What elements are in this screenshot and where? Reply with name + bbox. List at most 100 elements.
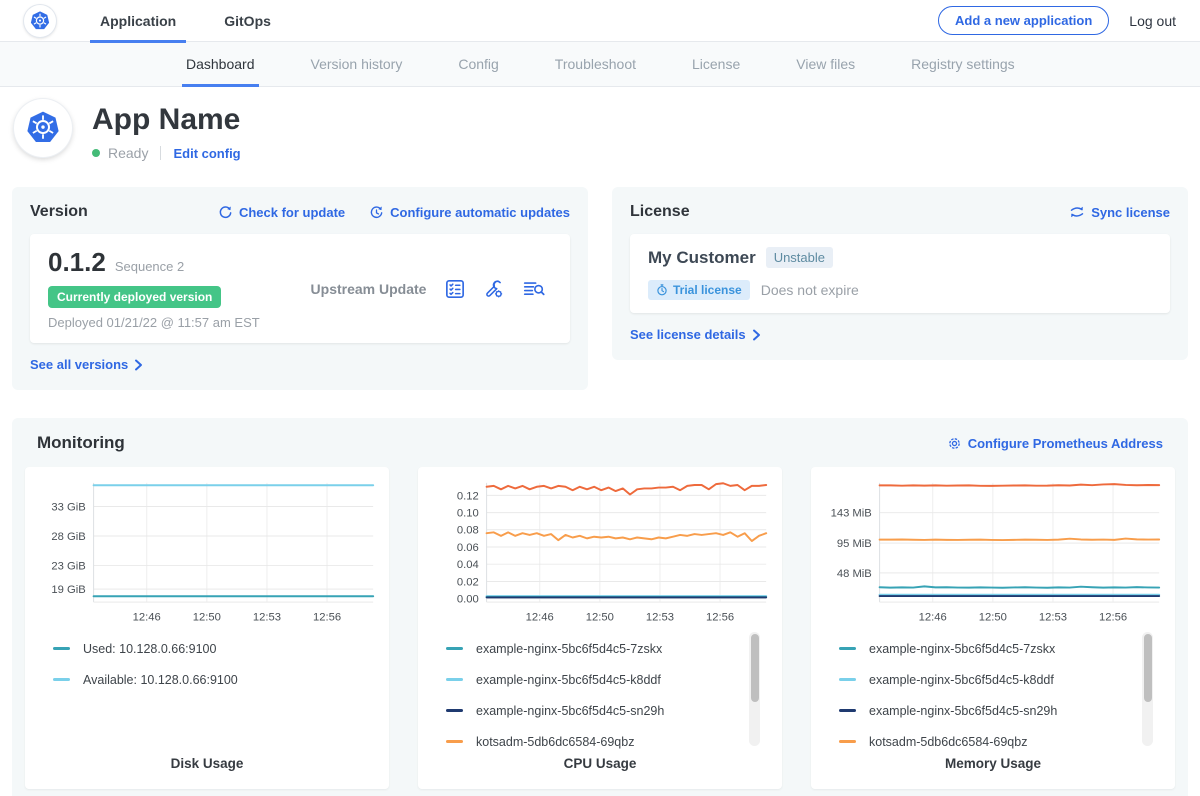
- legend-label: Used: 10.128.0.66:9100: [83, 642, 216, 656]
- tab-gitops[interactable]: GitOps: [214, 0, 281, 42]
- legend-swatch: [839, 709, 856, 712]
- summary-cards: Version Check for update Configure au: [0, 177, 1200, 390]
- version-number: 0.1.2: [48, 247, 106, 278]
- svg-text:12:53: 12:53: [253, 612, 281, 624]
- version-card: Version Check for update Configure au: [12, 187, 588, 390]
- see-license-details-row: See license details: [630, 326, 1170, 344]
- cpu-usage-chart: 12:4612:5012:5312:560.120.100.080.060.04…: [426, 477, 774, 628]
- chart-title: Memory Usage: [819, 756, 1167, 771]
- svg-text:12:46: 12:46: [919, 612, 947, 624]
- logout-link[interactable]: Log out: [1129, 13, 1176, 29]
- deployed-timestamp: Deployed 01/21/22 @ 11:57 am EST: [48, 315, 293, 330]
- legend-swatch: [446, 709, 463, 712]
- svg-text:95 MiB: 95 MiB: [837, 538, 872, 550]
- legend-item: example-nginx-5bc6f5d4c5-sn29h: [839, 704, 1137, 718]
- svg-text:19 GiB: 19 GiB: [51, 584, 85, 596]
- status-dot: [92, 149, 100, 157]
- gear-icon: [947, 436, 962, 451]
- svg-text:33 GiB: 33 GiB: [51, 501, 85, 513]
- svg-text:12:53: 12:53: [1039, 612, 1067, 624]
- app-nav: Dashboard Version history Config Trouble…: [0, 42, 1200, 87]
- view-logs-icon[interactable]: [522, 278, 546, 300]
- tab-version-history[interactable]: Version history: [311, 42, 403, 86]
- channel-badge: Unstable: [766, 247, 833, 268]
- memory-usage-card: 12:4612:5012:5312:56143 MiB95 MiB48 MiB …: [811, 467, 1175, 789]
- memory-usage-chart: 12:4612:5012:5312:56143 MiB95 MiB48 MiB: [819, 477, 1167, 628]
- legend-label: example-nginx-5bc6f5d4c5-7zskx: [476, 642, 662, 656]
- top-nav: Application GitOps Add a new application…: [0, 0, 1200, 42]
- legend-label: example-nginx-5bc6f5d4c5-7zskx: [869, 642, 1055, 656]
- see-license-details-link[interactable]: See license details: [630, 327, 761, 342]
- legend-label: kotsadm-5db6dc6584-69qbz: [476, 735, 634, 749]
- svg-text:0.12: 0.12: [457, 490, 479, 502]
- status-text: Ready: [108, 145, 148, 161]
- deployed-badge: Currently deployed version: [48, 286, 221, 308]
- see-all-versions-link[interactable]: See all versions: [30, 357, 143, 372]
- svg-text:0.08: 0.08: [457, 525, 479, 537]
- svg-text:0.00: 0.00: [457, 594, 479, 606]
- tab-license[interactable]: License: [692, 42, 740, 86]
- svg-text:0.02: 0.02: [457, 576, 479, 588]
- edit-config-link[interactable]: Edit config: [173, 146, 240, 161]
- svg-text:12:50: 12:50: [586, 612, 614, 624]
- tab-config[interactable]: Config: [458, 42, 498, 86]
- legend-label: example-nginx-5bc6f5d4c5-sn29h: [476, 704, 664, 718]
- svg-text:48 MiB: 48 MiB: [837, 568, 872, 580]
- svg-text:143 MiB: 143 MiB: [831, 508, 872, 520]
- tab-registry-settings[interactable]: Registry settings: [911, 42, 1014, 86]
- refresh-icon: [218, 205, 233, 220]
- svg-text:23 GiB: 23 GiB: [51, 560, 85, 572]
- sync-license-link[interactable]: Sync license: [1069, 205, 1170, 220]
- license-type-badge: Trial license: [648, 280, 750, 300]
- app-header: App Name Ready Edit config: [0, 87, 1200, 177]
- legend-label: example-nginx-5bc6f5d4c5-k8ddf: [869, 673, 1054, 687]
- scrollbar-thumb[interactable]: [1144, 634, 1152, 702]
- tab-troubleshoot[interactable]: Troubleshoot: [555, 42, 636, 86]
- configure-prometheus-link[interactable]: Configure Prometheus Address: [947, 436, 1163, 451]
- kubernetes-logo[interactable]: [24, 5, 56, 37]
- legend-item: example-nginx-5bc6f5d4c5-k8ddf: [446, 673, 744, 687]
- legend-item: example-nginx-5bc6f5d4c5-7zskx: [446, 642, 744, 656]
- svg-text:12:56: 12:56: [1099, 612, 1127, 624]
- memory-usage-legend: example-nginx-5bc6f5d4c5-7zskx example-ng…: [819, 628, 1167, 750]
- svg-text:0.06: 0.06: [457, 542, 479, 554]
- clock-refresh-icon: [369, 205, 384, 220]
- tab-view-files[interactable]: View files: [796, 42, 855, 86]
- page-title: App Name: [92, 103, 241, 137]
- stopwatch-icon: [656, 284, 668, 296]
- legend-label: Available: 10.128.0.66:9100: [83, 673, 238, 687]
- legend-label: example-nginx-5bc6f5d4c5-sn29h: [869, 704, 1057, 718]
- legend-swatch: [53, 678, 70, 681]
- add-application-button[interactable]: Add a new application: [938, 6, 1109, 35]
- legend-scrollbar[interactable]: [749, 632, 760, 746]
- chevron-right-icon: [752, 329, 761, 341]
- version-source: Upstream Update: [293, 281, 444, 297]
- app-status-row: Ready Edit config: [92, 145, 241, 161]
- divider: [160, 146, 161, 160]
- config-wrench-icon[interactable]: [483, 278, 505, 300]
- top-nav-actions: Add a new application Log out: [938, 6, 1176, 35]
- legend-swatch: [839, 678, 856, 681]
- svg-text:12:56: 12:56: [706, 612, 734, 624]
- svg-text:12:50: 12:50: [193, 612, 221, 624]
- release-notes-icon[interactable]: [444, 278, 466, 300]
- chart-title: Disk Usage: [33, 756, 381, 771]
- check-for-update-link[interactable]: Check for update: [218, 205, 345, 220]
- app-icon: [14, 99, 72, 157]
- kubernetes-icon: [26, 7, 54, 35]
- sync-icon: [1069, 205, 1085, 219]
- license-card-title: License: [630, 203, 690, 221]
- legend-scrollbar[interactable]: [1142, 632, 1153, 746]
- tab-dashboard[interactable]: Dashboard: [186, 42, 255, 86]
- legend-label: kotsadm-5db6dc6584-69qbz: [869, 735, 1027, 749]
- license-details-card: My Customer Unstable Trial license Does …: [630, 234, 1170, 313]
- license-card: License Sync license My Customer Unstabl…: [612, 187, 1188, 360]
- configure-automatic-updates-link[interactable]: Configure automatic updates: [369, 205, 570, 220]
- scrollbar-thumb[interactable]: [751, 634, 759, 702]
- monitoring-title: Monitoring: [37, 433, 125, 453]
- legend-item: Used: 10.128.0.66:9100: [53, 642, 351, 656]
- version-sequence: Sequence 2: [115, 259, 184, 274]
- tab-application[interactable]: Application: [90, 0, 186, 42]
- customer-name: My Customer: [648, 248, 756, 268]
- legend-item: Available: 10.128.0.66:9100: [53, 673, 351, 687]
